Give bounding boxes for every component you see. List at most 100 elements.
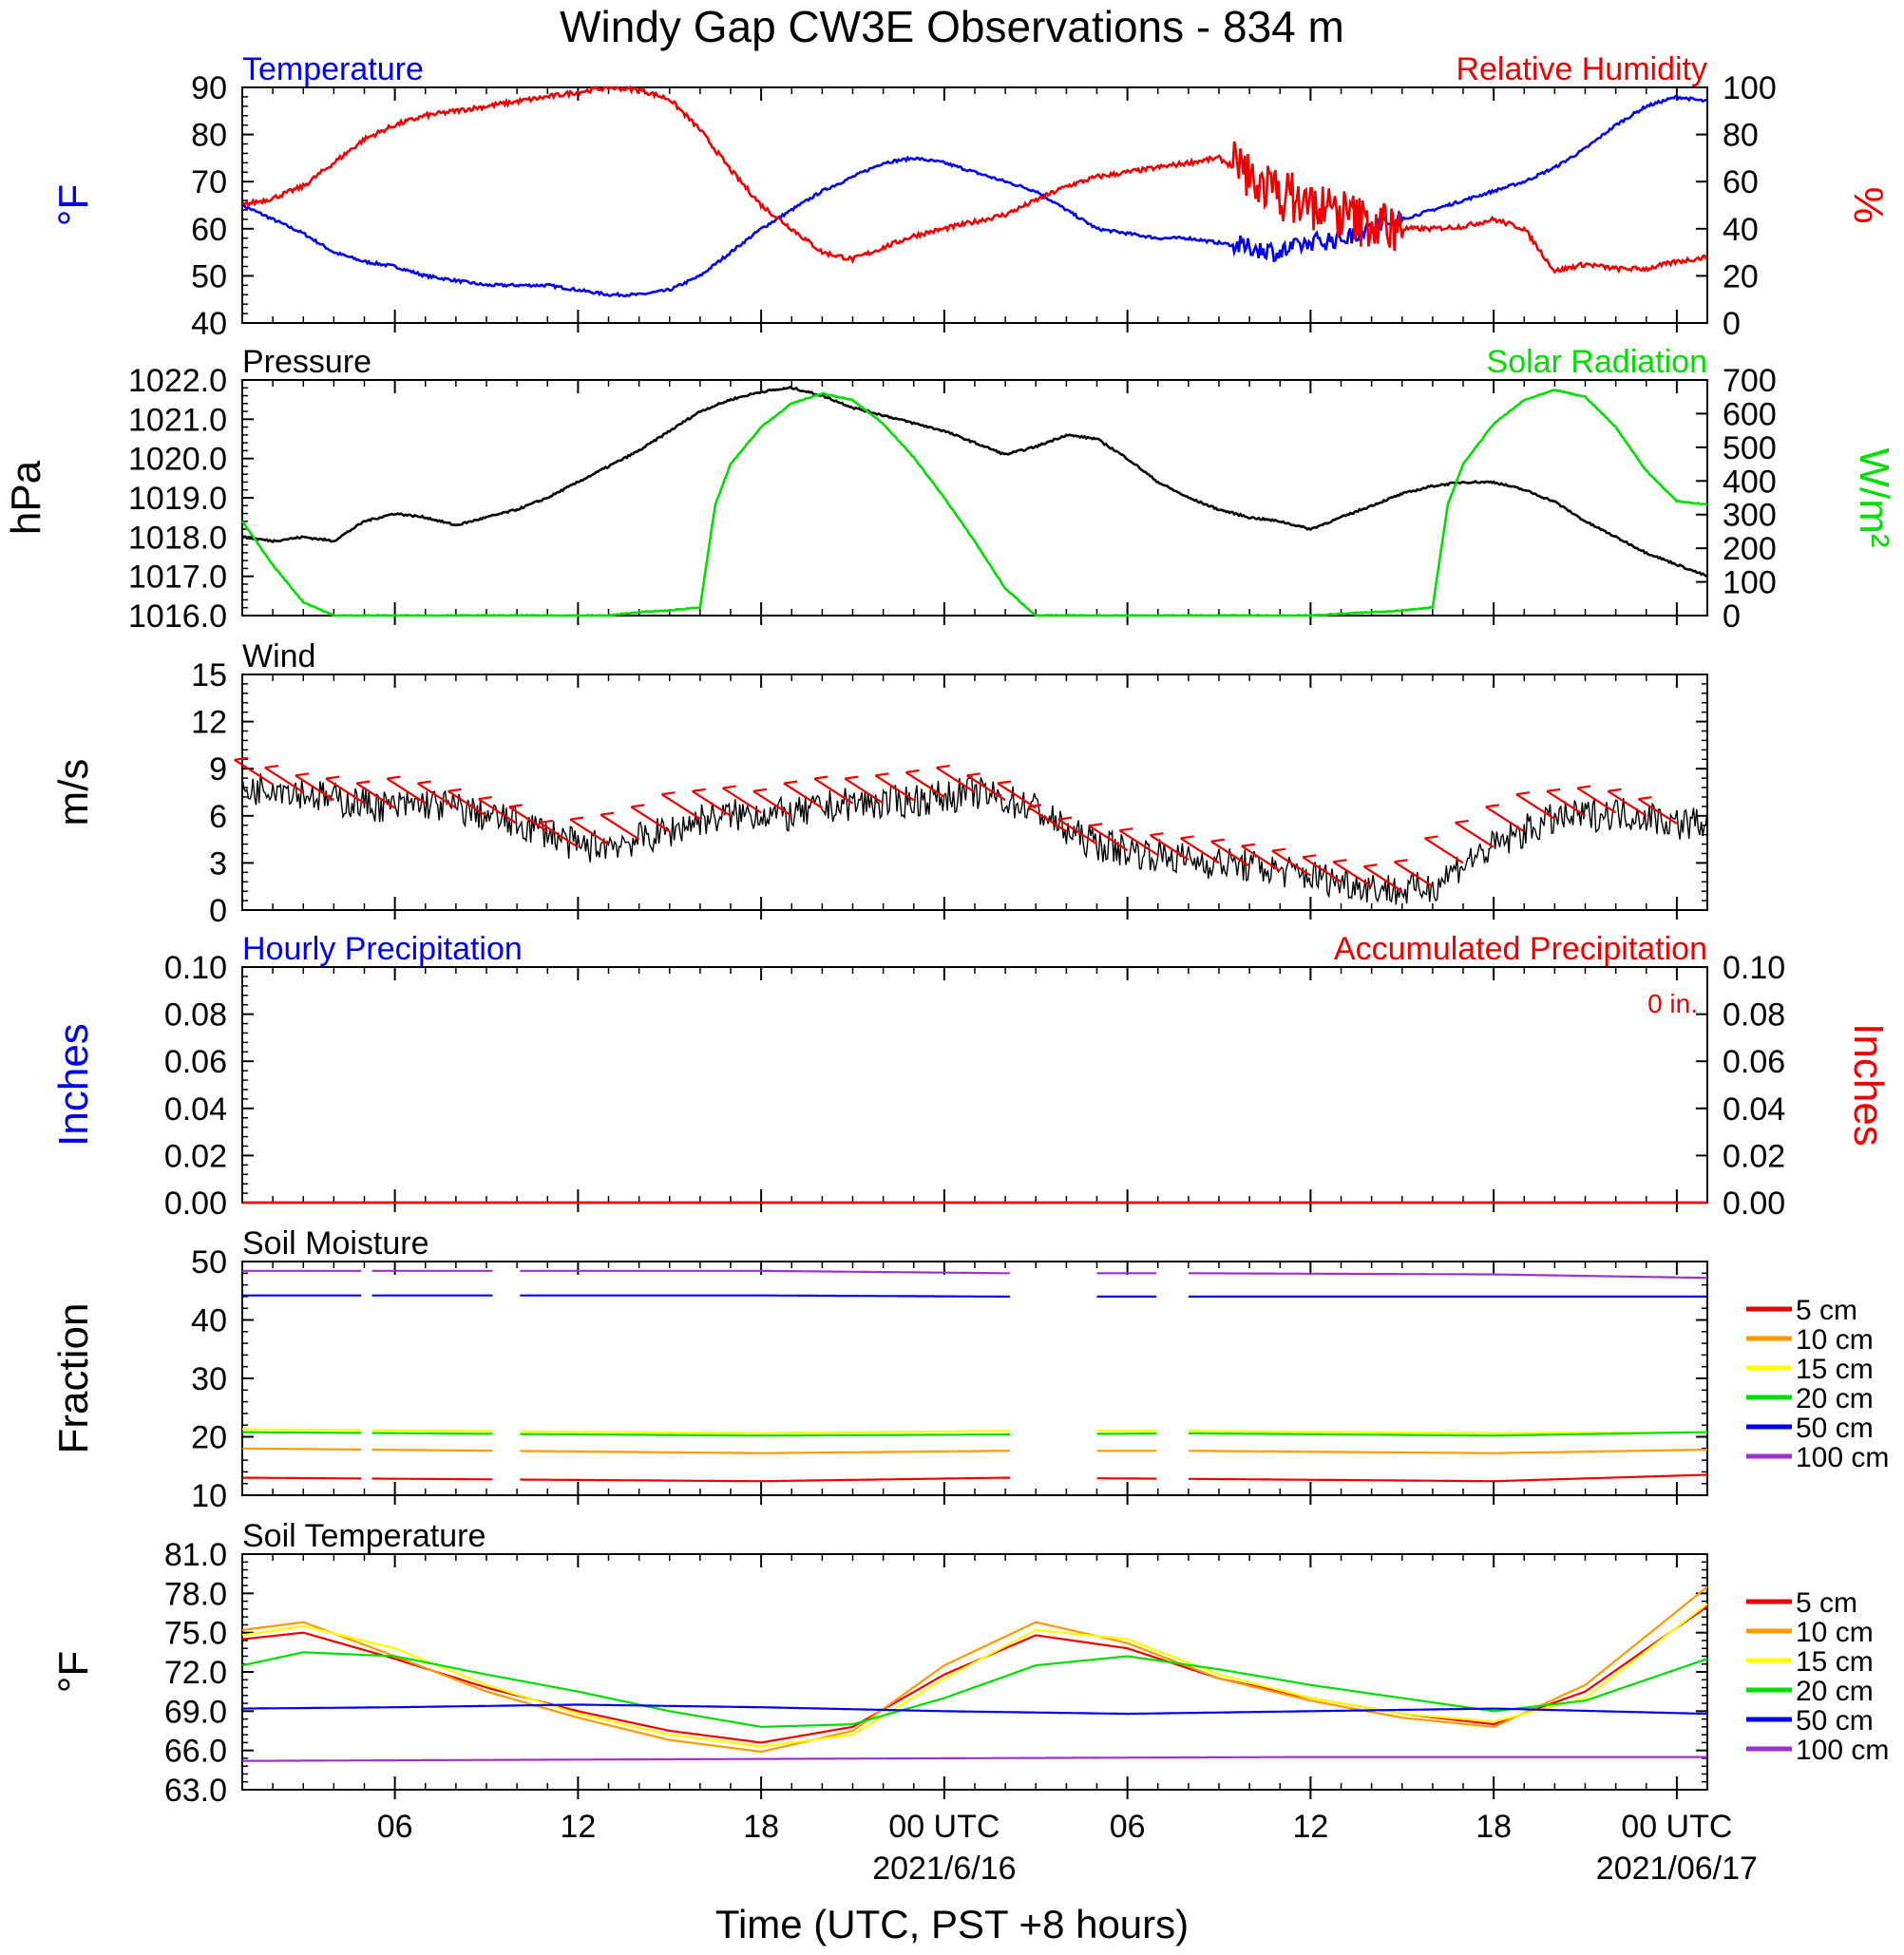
y-tick-label: 0 (209, 893, 227, 929)
y-tick-label: 0.10 (164, 950, 227, 986)
wind-barb-staff (1332, 861, 1373, 888)
y-right-tick-label: 700 (1723, 363, 1777, 399)
panel-left-title: Soil Moisture (242, 1225, 429, 1262)
wind-barb-staff (1027, 806, 1067, 833)
wind-barb (692, 788, 732, 817)
y-tick-label: 69.0 (164, 1694, 227, 1730)
wind-barb-staff (1149, 834, 1190, 862)
wind-barb (1118, 827, 1159, 857)
wind-barb-flag (1119, 827, 1133, 832)
wind-barb (1455, 819, 1495, 848)
legend-label: 50 cm (1796, 1413, 1874, 1444)
wind-barb (1362, 864, 1403, 893)
wind-barb-flag (447, 788, 462, 792)
y-right-tick-label: 0.04 (1723, 1091, 1785, 1128)
wind-barb-flag (1608, 788, 1622, 792)
wind-barb-flag (1577, 785, 1591, 789)
y-tick-label: 1019.0 (128, 481, 227, 517)
wind-barb-flag (356, 780, 371, 785)
wind-barb (478, 796, 518, 825)
series-line-temp_rh-1 (241, 85, 1708, 275)
wind-barb-staff (416, 782, 457, 809)
wind-barb (1271, 847, 1311, 877)
y-tick-label: 0.06 (164, 1044, 227, 1080)
wind-barb (1057, 816, 1098, 845)
wind-barb-flag (569, 816, 584, 821)
wind-barb-staff (692, 789, 732, 817)
y-tick-label: 60 (191, 212, 227, 248)
wind-barb (1424, 835, 1464, 864)
wind-barb (508, 804, 548, 833)
wind-barb-staff (1607, 789, 1647, 817)
wind-barb-flag (936, 764, 950, 769)
wind-barb-flag (1546, 788, 1561, 792)
y-right-tick-label: 0.02 (1723, 1138, 1785, 1174)
wind-barb-flag (1515, 791, 1531, 796)
wind-barb-flag (1241, 843, 1256, 847)
legend-label: 15 cm (1796, 1646, 1874, 1678)
wind-barb (416, 780, 457, 809)
wind-barb-flag (1333, 859, 1347, 864)
y-axis-label-right: Inches (1845, 1023, 1892, 1147)
wind-barb-staff (630, 806, 671, 833)
y-tick-label: 0.00 (164, 1186, 227, 1222)
chart-title: Windy Gap CW3E Observations - 834 m (560, 2, 1344, 51)
wind-barb (660, 791, 701, 821)
wind-barb-staff (386, 777, 427, 805)
wind-barb (1393, 859, 1434, 888)
wind-barb-staff (813, 777, 854, 805)
y-right-tick-label: 0.10 (1723, 950, 1785, 986)
wind-barb (295, 772, 334, 802)
y-tick-label: 15 (191, 657, 227, 693)
wind-barb (630, 804, 671, 833)
x-tick-label: 18 (743, 1809, 779, 1845)
wind-barb-staff (234, 758, 274, 786)
wind-barb-staff (1485, 806, 1525, 833)
wind-barb-flag (1394, 859, 1408, 864)
wind-barb-staff (783, 782, 823, 809)
wind-barb-flag (692, 788, 706, 792)
panel-right-title: Accumulated Precipitation (1334, 931, 1707, 967)
wind-barb-flag (417, 780, 431, 785)
wind-barb-flag (845, 775, 859, 780)
wind-barb-flag (508, 804, 524, 808)
y-axis-label-left: Inches (50, 1023, 97, 1147)
y-tick-label: 6 (209, 799, 227, 835)
wind-barb (355, 780, 396, 809)
legend-label: 50 cm (1796, 1705, 1874, 1737)
wind-barb-staff (874, 774, 915, 802)
panel-left-title: Hourly Precipitation (242, 931, 523, 967)
wind-barb-flag (387, 775, 401, 780)
y-tick-label: 63.0 (164, 1773, 227, 1809)
wind-barb (1241, 843, 1281, 872)
y-axis-label-right: % (1845, 186, 1892, 223)
series-line-temp_rh-0 (240, 94, 1708, 298)
wind-barb-staff (997, 782, 1037, 809)
y-tick-label: 30 (191, 1361, 227, 1397)
wind-barb-flag (539, 819, 554, 825)
panel-right-title: Relative Humidity (1456, 51, 1707, 87)
x-axis-label: Time (UTC, PST +8 hours) (715, 1902, 1189, 1946)
y-tick-label: 70 (191, 164, 227, 200)
wind-barb-flag (1057, 816, 1073, 821)
wind-barb (936, 764, 976, 793)
series-line-soil_moisture-0 (241, 1473, 1707, 1483)
y-tick-label: 0.04 (164, 1091, 227, 1128)
wind-barb-staff (966, 774, 1006, 802)
y-right-tick-label: 500 (1723, 430, 1777, 466)
y-right-tick-label: 300 (1723, 498, 1777, 534)
y-right-tick-label: 100 (1723, 70, 1777, 106)
wind-barb-staff (1271, 849, 1311, 877)
wind-barb-staff (1546, 789, 1587, 817)
wind-barb-staff (539, 822, 579, 848)
series-line-wind-0 (241, 772, 1708, 905)
y-axis-label-left: hPa (3, 460, 49, 535)
series-line-soil_moisture-1 (242, 1447, 1708, 1454)
x-tick-label: 18 (1476, 1809, 1512, 1845)
wind-barb-flag (997, 780, 1012, 785)
wind-barb-flag (234, 756, 248, 761)
wind-barb-staff (478, 798, 518, 825)
wind-barb (1088, 823, 1129, 852)
